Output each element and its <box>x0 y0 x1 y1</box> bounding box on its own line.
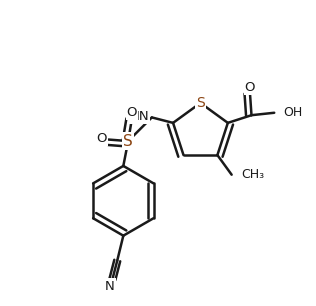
Text: O: O <box>97 132 107 145</box>
Text: CH₃: CH₃ <box>242 168 265 181</box>
Text: S: S <box>123 133 133 149</box>
Text: HN: HN <box>130 110 149 123</box>
Text: N: N <box>105 279 115 293</box>
Text: O: O <box>127 106 137 119</box>
Text: S: S <box>196 96 205 110</box>
Text: OH: OH <box>283 106 303 119</box>
Text: O: O <box>245 81 255 94</box>
